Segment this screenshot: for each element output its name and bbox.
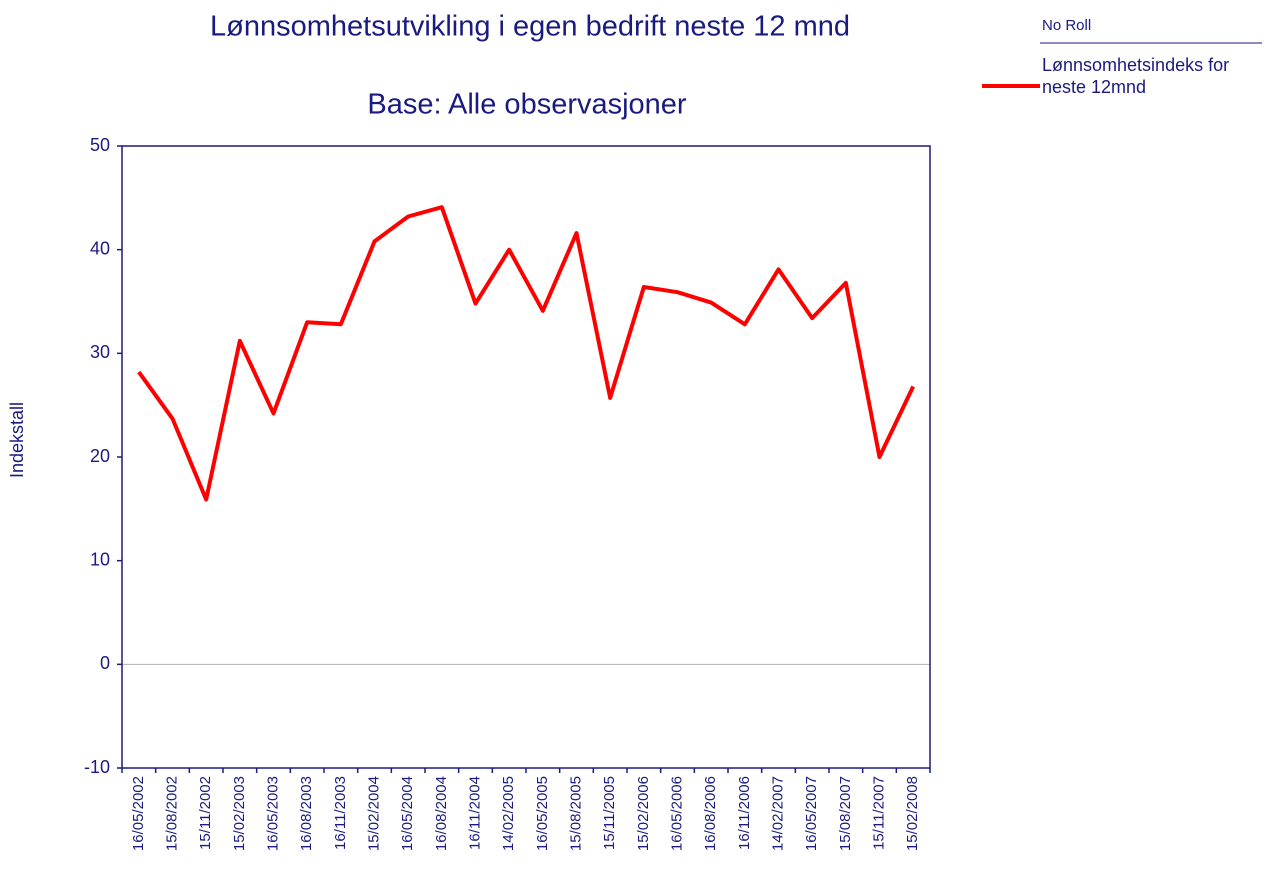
x-tick-label: 15/11/2005 [601,776,618,850]
x-tick-label: 16/08/2006 [702,776,719,851]
x-tick-label: 16/11/2004 [466,776,483,850]
x-tick-label: 15/08/2007 [837,776,854,851]
x-tick-label: 15/02/2003 [231,776,248,851]
x-tick-label: 16/08/2004 [433,776,450,851]
plot-frame [121,145,931,769]
x-tick-label: 15/08/2002 [163,776,180,851]
x-tick-label: 15/02/2008 [904,776,921,851]
y-tick-label: 40 [90,238,110,258]
x-tick-label: 15/08/2005 [567,776,584,851]
legend-title: No Roll [1042,17,1091,34]
y-tick-label: 20 [90,446,110,466]
y-tick-label: 50 [90,135,110,155]
x-tick-label: 15/11/2002 [197,776,214,850]
x-tick-label: 16/08/2003 [298,776,315,851]
y-axis-label: Indekstall [7,402,27,478]
y-tick-label: 30 [90,342,110,362]
x-tick-label: 16/05/2004 [399,776,416,851]
x-tick-label: 16/05/2003 [264,776,281,851]
y-tick-label: 0 [100,653,110,673]
x-tick-label: 16/11/2006 [736,776,753,850]
x-tick-label: 16/05/2005 [534,776,551,851]
chart-title: Lønnsomhetsutvikling i egen bedrift nest… [210,11,850,43]
legend-label: Lønnsomhetsindeks for neste 12mnd [1042,55,1230,97]
x-tick-label: 14/02/2007 [769,776,786,851]
x-tick-label: 16/05/2007 [803,776,820,851]
y-tick-label: -10 [84,757,110,777]
x-tick-label: 14/02/2005 [500,776,517,851]
x-tick-label: 16/05/2002 [130,776,147,851]
x-tick-label: 15/11/2007 [870,776,887,850]
y-tick-label: 10 [90,549,110,569]
chart-subtitle: Base: Alle observasjoner [367,89,687,121]
series-line [137,205,915,502]
x-tick-label: 16/05/2006 [668,776,685,851]
x-tick-label: 15/02/2004 [365,776,382,851]
x-tick-label: 15/02/2006 [635,776,652,851]
x-tick-label: 16/11/2003 [332,776,349,850]
